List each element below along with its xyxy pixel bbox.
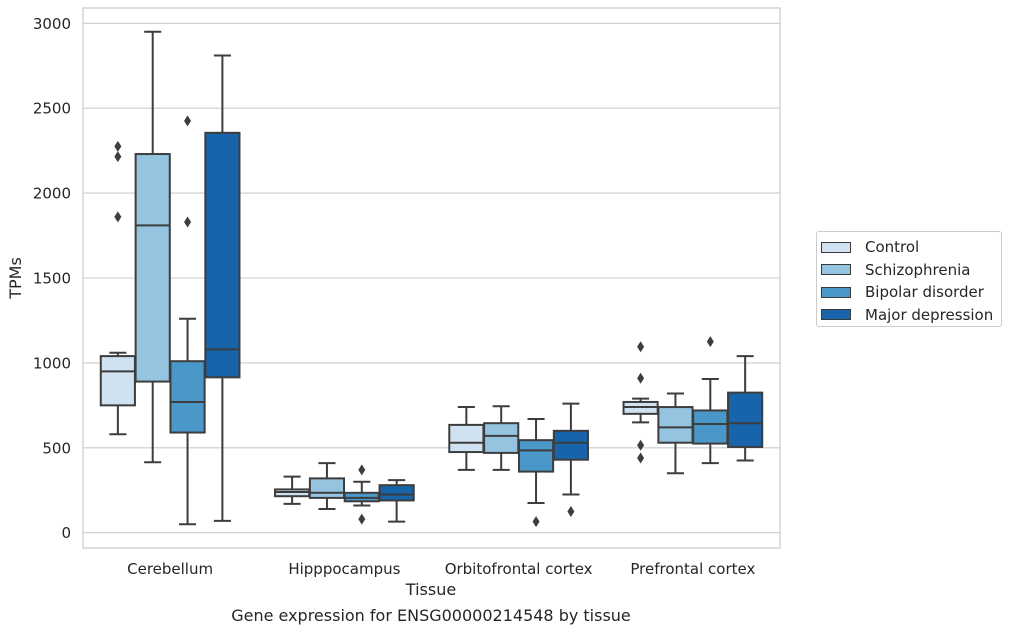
box-iqr bbox=[448, 423, 485, 454]
legend-label: Control bbox=[865, 238, 920, 257]
box-iqr bbox=[204, 131, 241, 379]
box-element bbox=[552, 402, 589, 517]
box-iqr bbox=[378, 484, 415, 502]
legend-item: Control bbox=[821, 236, 1001, 259]
box-element bbox=[274, 475, 311, 505]
box-element bbox=[308, 462, 346, 510]
box-iqr bbox=[483, 422, 520, 454]
box-iqr bbox=[169, 360, 206, 434]
box-element bbox=[134, 30, 171, 464]
box-element bbox=[483, 405, 520, 471]
y-axis-label: TPMs bbox=[6, 257, 25, 300]
x-tick-label: Prefrontal cortex bbox=[630, 560, 755, 578]
box-iqr bbox=[99, 355, 136, 407]
chart-caption: Gene expression for ENSG00000214548 by t… bbox=[231, 606, 631, 625]
legend-item: Major depression bbox=[821, 304, 1001, 327]
x-tick-label: Hipppocampus bbox=[288, 560, 400, 578]
box-iqr bbox=[552, 429, 589, 461]
box-iqr bbox=[727, 391, 764, 448]
outlier-point bbox=[114, 211, 122, 223]
y-tick-label: 1500 bbox=[33, 270, 71, 288]
legend-swatch bbox=[821, 309, 851, 321]
legend-swatch bbox=[821, 286, 851, 298]
box-series bbox=[99, 30, 764, 528]
outlier-point bbox=[637, 439, 645, 451]
outlier-point bbox=[184, 115, 192, 127]
box-iqr bbox=[134, 153, 171, 383]
outlier-point bbox=[358, 464, 366, 476]
legend-swatch bbox=[821, 241, 851, 253]
series-group bbox=[204, 54, 764, 523]
box-element bbox=[378, 479, 415, 523]
box-element bbox=[343, 464, 380, 525]
legend-label: Major depression bbox=[865, 305, 994, 324]
x-tick-label: Cerebellum bbox=[127, 560, 213, 578]
legend-item: Schizophrenia bbox=[821, 259, 1001, 282]
legend-swatch bbox=[821, 264, 851, 276]
box-element bbox=[169, 115, 206, 526]
x-tick-labels: Cerebellum Hipppocampus Orbitofrontal cort… bbox=[127, 560, 755, 578]
outlier-point bbox=[358, 513, 366, 525]
box-element bbox=[727, 355, 764, 462]
outlier-point bbox=[637, 341, 645, 353]
box-iqr bbox=[692, 409, 729, 445]
box-iqr bbox=[657, 406, 694, 444]
series-group bbox=[134, 30, 694, 510]
y-tick-label: 0 bbox=[61, 524, 71, 542]
series-group bbox=[169, 115, 729, 528]
x-tick-label: Orbitofrontal cortex bbox=[445, 560, 593, 578]
outlier-point bbox=[637, 452, 645, 464]
box-element bbox=[448, 406, 485, 471]
y-tick-labels: 0 500 1000 1500 2000 2500 3000 bbox=[33, 15, 71, 542]
box-element bbox=[517, 417, 555, 528]
outlier-point bbox=[532, 516, 540, 528]
outlier-point bbox=[567, 505, 575, 517]
y-tick-label: 1000 bbox=[33, 354, 71, 372]
box-element bbox=[692, 336, 729, 465]
box-element bbox=[204, 54, 241, 522]
box-iqr bbox=[308, 477, 346, 499]
plot-frame bbox=[82, 7, 781, 549]
legend: Control Schizophrenia Bipolar disorder Majo… bbox=[816, 231, 1002, 327]
y-tick-label: 2000 bbox=[33, 185, 71, 203]
outlier-point bbox=[114, 140, 122, 152]
box-iqr bbox=[517, 439, 555, 473]
y-tick-label: 3000 bbox=[33, 15, 71, 33]
x-axis-label: Tissue bbox=[405, 580, 456, 599]
legend-label: Schizophrenia bbox=[865, 260, 971, 279]
outlier-point bbox=[184, 216, 192, 228]
y-tick-label: 500 bbox=[42, 439, 71, 457]
box-element bbox=[657, 392, 694, 475]
legend-item: Bipolar disorder bbox=[821, 281, 1001, 304]
outlier-point bbox=[706, 336, 714, 348]
outlier-point bbox=[114, 151, 122, 163]
legend-label: Bipolar disorder bbox=[865, 283, 984, 302]
y-tick-label: 2500 bbox=[33, 100, 71, 118]
outlier-point bbox=[637, 372, 645, 384]
